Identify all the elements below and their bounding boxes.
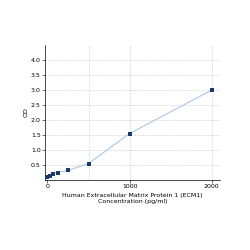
Point <box>128 132 132 136</box>
Y-axis label: OD: OD <box>23 108 28 118</box>
Point <box>66 168 70 172</box>
Point <box>48 174 52 178</box>
X-axis label: Human Extracellular Matrix Protein 1 (ECM1)
Concentration (pg/ml): Human Extracellular Matrix Protein 1 (EC… <box>62 193 203 204</box>
Point <box>50 172 54 176</box>
Point <box>86 162 90 166</box>
Point <box>210 88 214 92</box>
Point <box>56 170 60 174</box>
Point <box>46 175 50 179</box>
